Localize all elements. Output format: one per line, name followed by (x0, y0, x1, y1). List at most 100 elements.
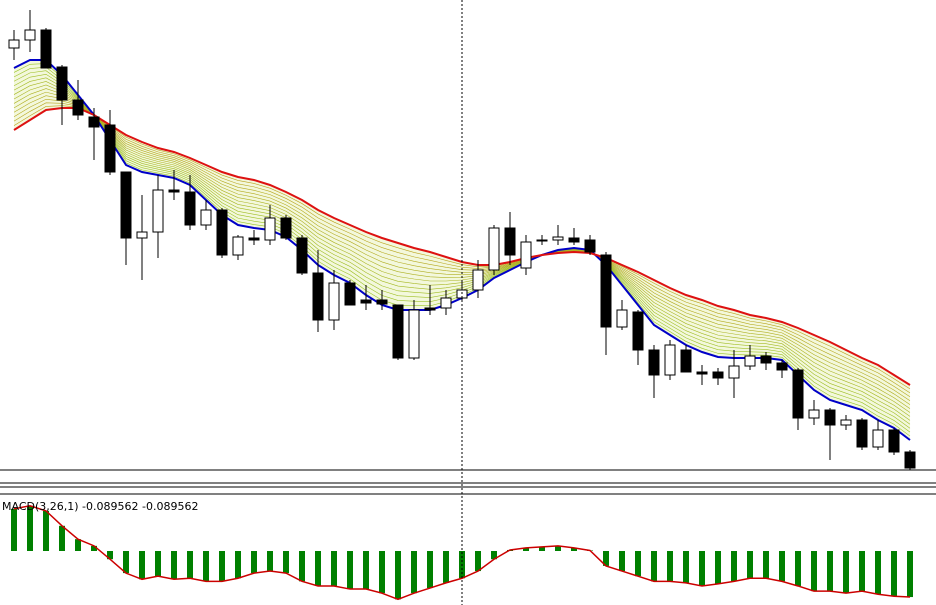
candle-body (312, 272, 324, 321)
histogram-bar (763, 551, 769, 579)
candle-body (248, 237, 260, 241)
candle-body (664, 344, 676, 376)
candle-body (904, 451, 916, 469)
candle-body (152, 189, 164, 233)
histogram-bar (11, 508, 17, 551)
histogram-bar (187, 551, 193, 579)
histogram-bar (891, 551, 897, 597)
candle-body (360, 299, 372, 304)
candle-body (504, 227, 516, 256)
histogram-bar (43, 510, 49, 551)
histogram-bar (75, 539, 81, 551)
candle-body (520, 241, 532, 269)
histogram-bar (811, 551, 817, 592)
histogram-bar (235, 551, 241, 579)
histogram-bar (779, 551, 785, 582)
candle-body (600, 254, 612, 328)
histogram-bar (619, 551, 625, 572)
candle-body (776, 362, 788, 371)
histogram-bar (731, 551, 737, 582)
candle-body (280, 217, 292, 239)
candle-body (584, 239, 596, 253)
histogram-bar (875, 551, 881, 595)
candle-body (616, 309, 628, 328)
candle-body (728, 365, 740, 379)
candle-body (40, 29, 52, 69)
candle-body (568, 237, 580, 243)
macd-panel (11, 504, 913, 601)
histogram-bar (27, 505, 33, 551)
candle-body (24, 29, 36, 41)
histogram-bar (411, 551, 417, 594)
candle-body (648, 349, 660, 376)
histogram-bar (555, 545, 561, 551)
histogram-bar (683, 551, 689, 583)
candle-body (328, 282, 340, 321)
candle-body (824, 409, 836, 426)
histogram-bar (571, 547, 577, 551)
candle-body (408, 309, 420, 359)
histogram-bar (331, 551, 337, 586)
signal-line (13, 504, 911, 601)
candle-body (232, 236, 244, 256)
candle-body (808, 409, 820, 419)
candle-body (104, 124, 116, 173)
candle-body (680, 349, 692, 373)
histogram-bar (859, 551, 865, 592)
candle-body (744, 355, 756, 367)
histogram-bar (667, 551, 673, 582)
candle-body (8, 39, 20, 49)
candle-body (376, 299, 388, 305)
macd-title: MACD(3,26,1) -0.089562 -0.089562 (2, 500, 198, 513)
histogram-bar (427, 551, 433, 589)
candle-body (536, 239, 548, 242)
histogram-bar (59, 525, 65, 551)
histogram-bar (267, 551, 273, 572)
histogram-bar (827, 551, 833, 592)
candle-body (184, 191, 196, 226)
candle-body (72, 99, 84, 116)
histogram-bar (795, 551, 801, 586)
candle-body (88, 116, 100, 128)
candle-body (840, 419, 852, 426)
candle-body (200, 209, 212, 226)
histogram-bar (139, 551, 145, 580)
histogram-bar (443, 551, 449, 583)
histogram-bar (475, 551, 481, 572)
candle-body (888, 429, 900, 453)
histogram-bar (603, 551, 609, 566)
candle-body (424, 307, 436, 311)
candle-body (296, 237, 308, 274)
histogram-bar (203, 551, 209, 582)
histogram-bar (907, 551, 913, 598)
histogram-bar (843, 551, 849, 594)
histogram-bar (299, 551, 305, 582)
candle-body (120, 171, 132, 239)
candle-body (632, 311, 644, 351)
candle-body (216, 209, 228, 256)
histogram-bar (491, 551, 497, 560)
candle-body (760, 355, 772, 364)
candle-body (56, 66, 68, 101)
candle-body (168, 189, 180, 193)
histogram-bar (747, 551, 753, 579)
candle-body (712, 371, 724, 379)
histogram-bar (107, 551, 113, 560)
histogram-bar (123, 551, 129, 574)
candle-body (136, 231, 148, 239)
candle-body (488, 227, 500, 271)
candle-body (552, 236, 564, 241)
histogram-bar (283, 551, 289, 574)
candle-body (440, 297, 452, 309)
histogram-bar (539, 546, 545, 551)
candle-body (872, 429, 884, 448)
histogram-bar (651, 551, 657, 582)
candle-body (472, 269, 484, 291)
histogram-bar (523, 547, 529, 551)
histogram-bar (715, 551, 721, 584)
histogram-bar (251, 551, 257, 574)
histogram-bar (155, 551, 161, 577)
histogram-bar (219, 551, 225, 582)
